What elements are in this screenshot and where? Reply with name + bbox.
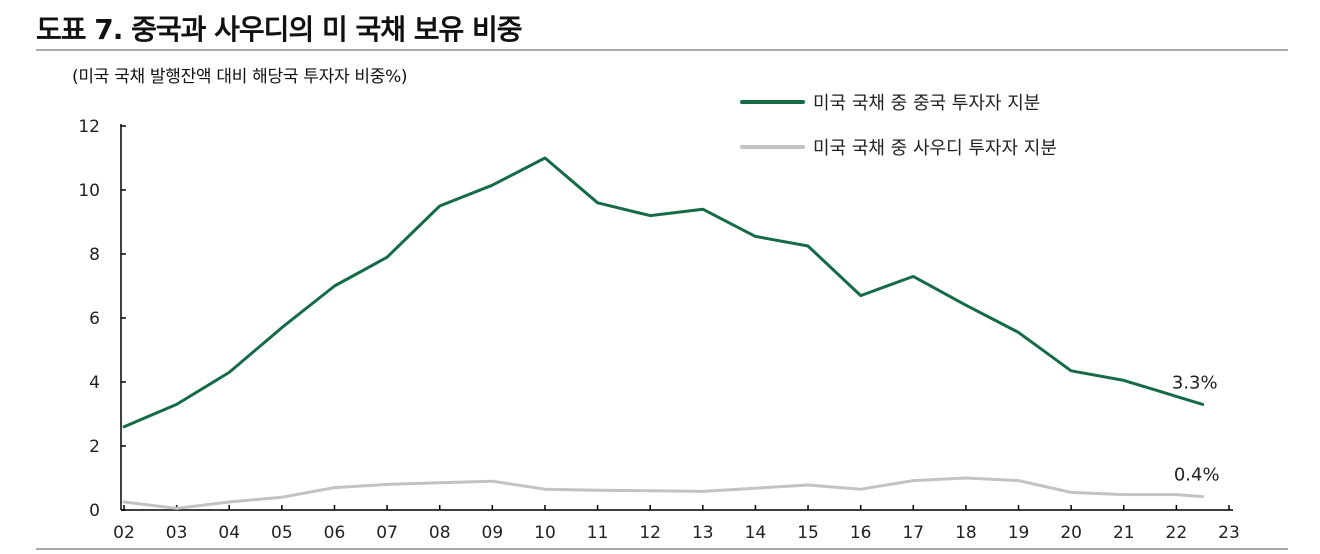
x-tick-label: 22: [1166, 523, 1188, 543]
x-tick-label: 21: [1113, 523, 1135, 543]
series-end-label-2: 0.4%: [1174, 465, 1220, 486]
y-tick-labels: 0 2 4 6 8 10 12: [78, 117, 100, 521]
chart-axes: [120, 124, 1233, 511]
x-tick-label: 10: [534, 523, 556, 543]
x-tick-label: 09: [482, 523, 504, 543]
x-tick-label: 07: [376, 523, 398, 543]
x-tick-label: 03: [166, 523, 188, 543]
y-tick-label: 12: [78, 117, 100, 137]
end-labels: 3.3% 0.4%: [1172, 372, 1220, 485]
x-tick-label: 05: [271, 523, 293, 543]
x-tick-labels: 02 03 04 05 06 07 08 09 10 11 12 13 14 15 16 17 18 19 20 21…: [113, 523, 1240, 543]
x-tick-label: 08: [429, 523, 451, 543]
series-lines: [122, 156, 1205, 510]
x-tick-label: 13: [692, 523, 714, 543]
legend-label-1: 미국 국채 중 중국 투자자 지분: [813, 93, 1040, 114]
x-tick-label: 17: [902, 523, 924, 543]
title-divider: [36, 49, 1288, 51]
x-tick-label: 23: [1218, 523, 1240, 543]
x-tick-label: 06: [324, 523, 346, 543]
series-line-1: [122, 156, 1205, 429]
x-tick-label: 11: [587, 523, 609, 543]
y-unit-label: (미국 국채 발행잔액 대비 해당국 투자자 비중%): [72, 67, 408, 87]
x-tick-label: 15: [797, 523, 819, 543]
x-tick-label: 12: [639, 523, 661, 543]
y-tick-label: 6: [89, 309, 100, 329]
series-end-label-1: 3.3%: [1172, 372, 1218, 393]
y-tick-label: 2: [89, 437, 100, 457]
series-line-2: [122, 476, 1205, 510]
y-tick-label: 10: [78, 181, 100, 201]
x-tick-label: 18: [955, 523, 977, 543]
y-tick-label: 4: [89, 373, 100, 393]
y-tick-label: 8: [89, 245, 100, 265]
chart-title: 도표 7. 중국과 사우디의 미 국채 보유 비중: [36, 13, 523, 46]
x-tick-label: 04: [218, 523, 240, 543]
x-tick-label: 14: [745, 523, 767, 543]
y-tick-label: 0: [89, 501, 100, 521]
legend-label-2: 미국 국채 중 사우디 투자자 지분: [813, 138, 1057, 159]
bottom-divider: [36, 548, 1288, 550]
x-tick-label: 19: [1008, 523, 1030, 543]
x-tick-label: 16: [850, 523, 872, 543]
x-tick-label: 02: [113, 523, 135, 543]
x-tick-label: 20: [1060, 523, 1082, 543]
